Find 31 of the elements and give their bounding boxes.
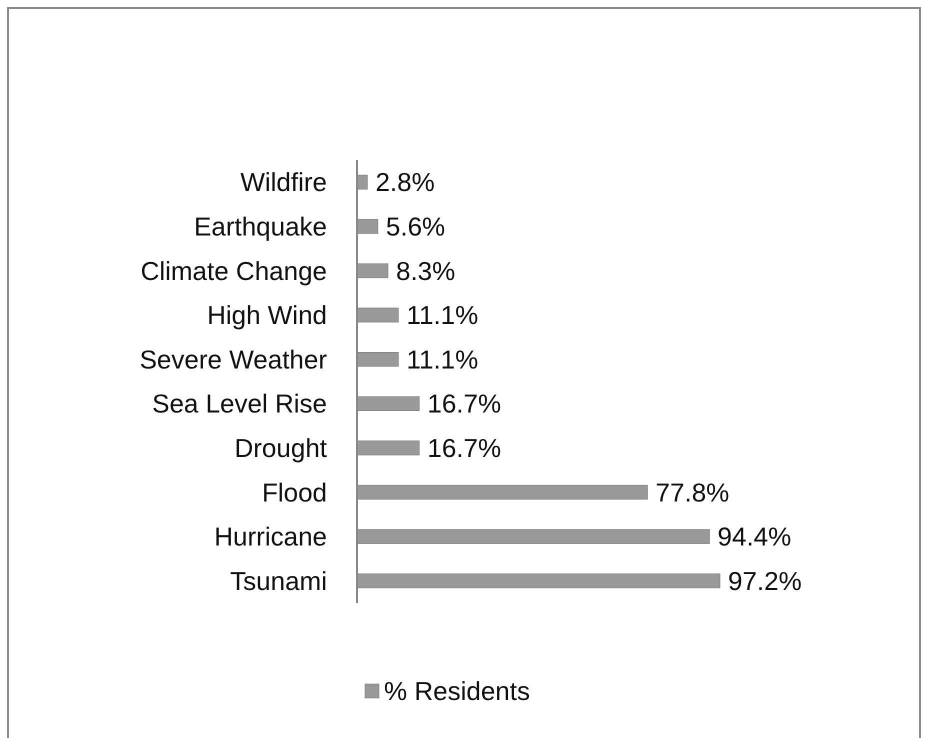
bar [356,263,388,278]
y-tick-label: Hurricane [214,522,327,552]
data-label: 11.1% [406,300,478,330]
bar [356,352,399,367]
data-label: 97.2% [728,566,802,596]
data-label: 16.7% [427,388,502,419]
data-label: 77.8% [656,477,730,508]
bar [356,219,378,234]
bar [356,440,420,456]
y-tick-label: Severe Weather [140,344,328,374]
y-tick-label: Tsunami [230,566,327,596]
data-label: 5.6% [386,211,446,242]
data-label: 11.1% [406,344,478,374]
data-label: 8.3% [396,256,456,286]
y-tick-label: High Wind [207,300,327,330]
y-tick-label: Sea Level Rise [152,388,327,419]
bar [356,484,648,500]
y-tick-label: Drought [234,432,328,463]
bar [356,574,720,588]
data-label: 16.7% [427,432,502,463]
y-tick-label: Climate Change [140,256,327,286]
y-tick-label: Wildfire [240,167,327,198]
bar [356,529,710,544]
bar [356,308,399,322]
legend-label: % Residents [384,676,530,706]
data-label: 94.4% [718,522,792,552]
data-label: 2.8% [375,167,435,198]
bar [356,396,420,411]
y-tick-label: Earthquake [194,211,327,242]
bar [356,174,368,190]
y-tick-label: Flood [262,477,327,508]
